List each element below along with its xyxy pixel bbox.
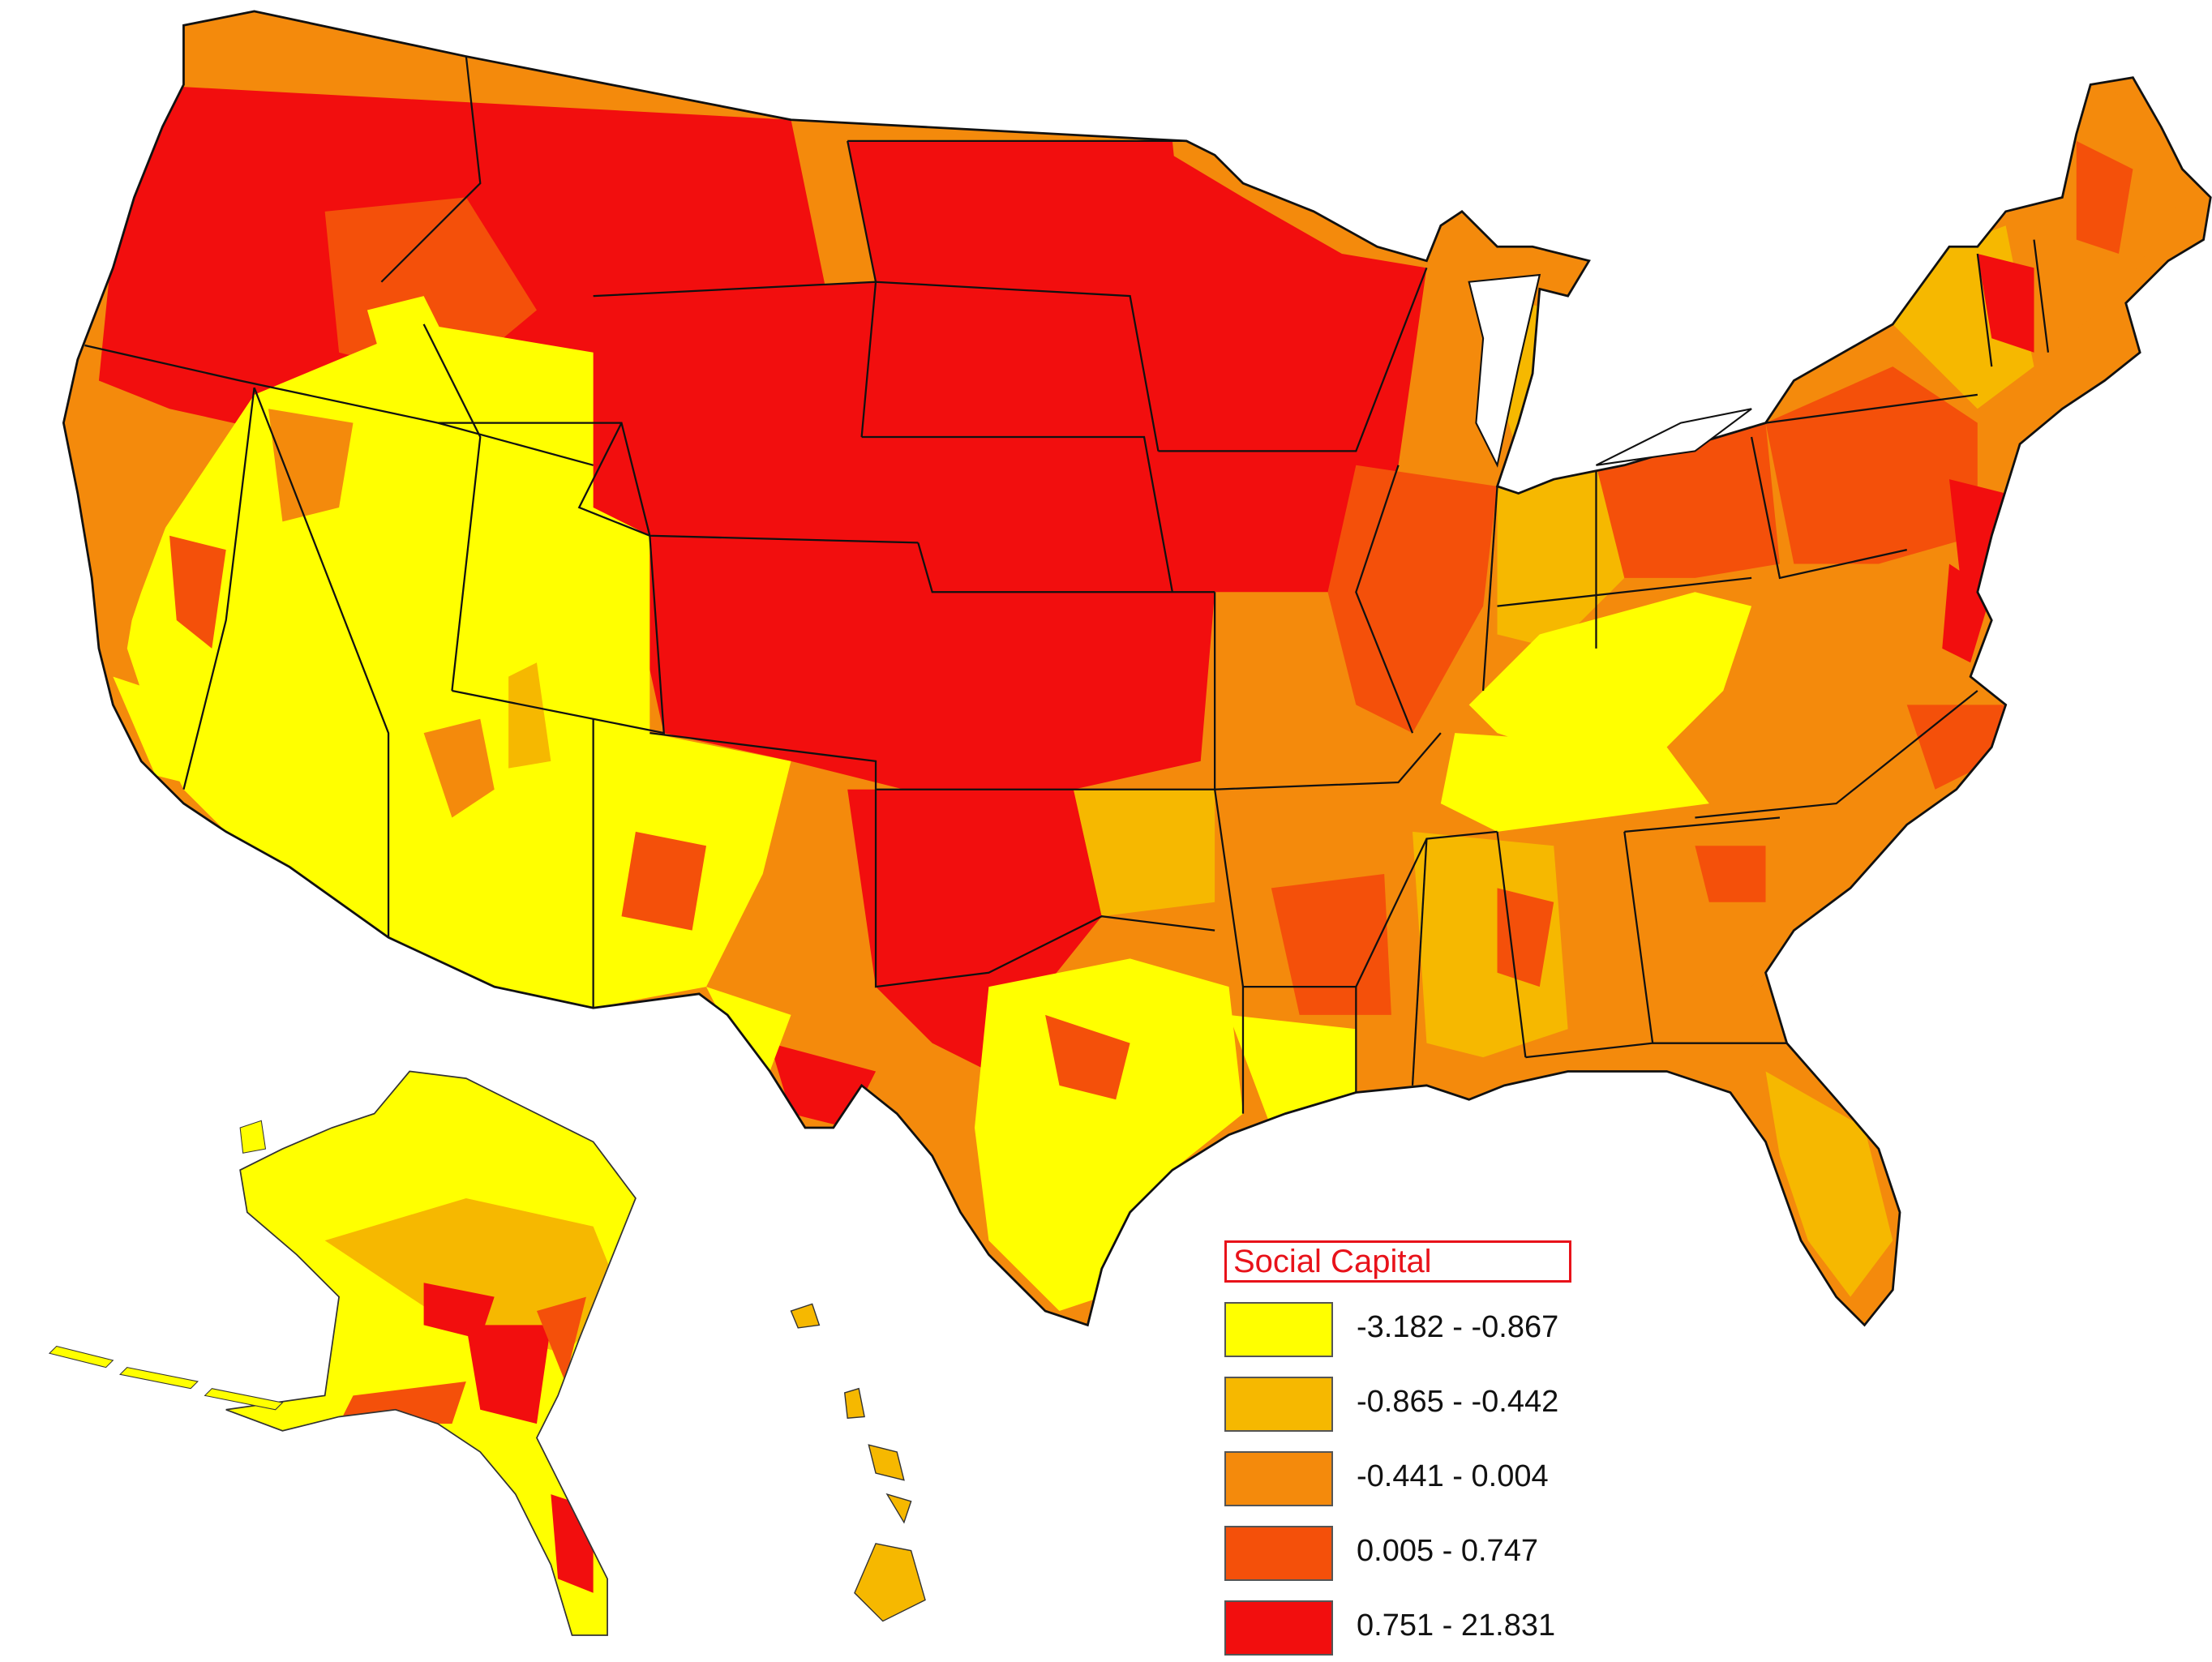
legend-label: -0.441 - 0.004: [1357, 1459, 1549, 1493]
legend-item: 0.005 - 0.747: [1224, 1526, 1630, 1581]
legend-label: -0.865 - -0.442: [1357, 1385, 1559, 1419]
legend-swatch: [1224, 1451, 1333, 1506]
great-lakes: [1468, 273, 1752, 468]
legend-item: 0.751 - 21.831: [1224, 1600, 1630, 1656]
legend-item: -3.182 - -0.867: [1224, 1302, 1630, 1357]
legend-swatch: [1224, 1600, 1333, 1656]
alaska-counties: [225, 1071, 636, 1635]
legend-label: 0.751 - 21.831: [1357, 1608, 1556, 1643]
legend-swatch: [1224, 1526, 1333, 1581]
aleutian-islands: [48, 1120, 284, 1411]
legend-label: -3.182 - -0.867: [1357, 1310, 1559, 1344]
legend-item: -0.441 - 0.004: [1224, 1451, 1630, 1506]
legend-title: Social Capital: [1224, 1240, 1571, 1283]
legend-swatch: [1224, 1377, 1333, 1432]
legend-label: 0.005 - 0.747: [1357, 1534, 1538, 1568]
legend-item: -0.865 - -0.442: [1224, 1377, 1630, 1432]
legend-swatch: [1224, 1302, 1333, 1357]
hawaii-counties: [790, 1303, 926, 1622]
